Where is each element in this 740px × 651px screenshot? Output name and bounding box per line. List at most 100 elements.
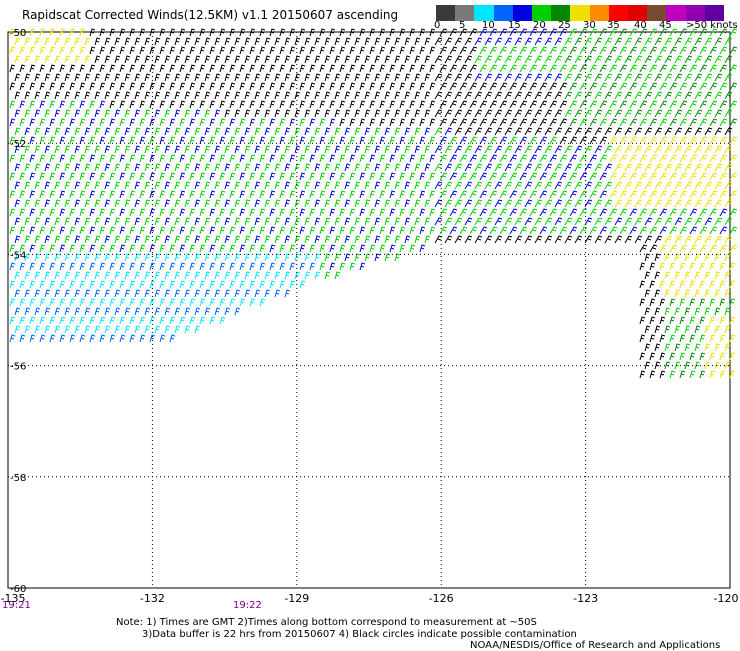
wind-barb [99,100,106,109]
wind-barb [124,199,131,208]
wind-barb [294,217,301,226]
wind-barb [304,73,311,82]
wind-barb [144,217,151,226]
wind-barb [74,109,81,118]
wind-barb [529,208,538,217]
wind-barb [229,46,236,55]
wind-barb [369,64,376,73]
wind-barb [369,190,376,199]
wind-barb [259,280,266,289]
wind-barb [479,118,488,127]
wind-barb [424,181,431,190]
wind-barb [589,100,598,109]
wind-barb [679,172,688,181]
wind-barb [644,289,651,298]
wind-barb [299,280,306,289]
wind-barb [199,64,206,73]
wind-barb [164,325,171,334]
wind-barb [639,154,648,163]
wind-barb [374,109,381,118]
wind-barb [679,136,688,145]
wind-barb [684,361,691,370]
wind-barb [289,154,296,163]
wind-barb [44,289,51,298]
wind-barb [194,73,201,82]
wind-barb [459,64,468,73]
legend-swatch [704,5,725,21]
wind-barb [229,208,236,217]
wind-barb [729,172,738,181]
wind-barb [644,73,653,82]
wind-barb [199,136,206,145]
wind-barb [669,226,678,235]
wind-barb [424,145,431,154]
wind-barb [379,82,386,91]
wind-barb [99,28,106,37]
wind-barb [319,190,326,199]
wind-barb [324,199,331,208]
wind-barb [34,127,41,136]
wind-barb [554,127,563,136]
wind-barb [164,181,171,190]
wind-barb [289,226,296,235]
wind-barb [419,46,426,55]
wind-barb [529,172,538,181]
wind-barb [119,334,126,343]
wind-barb [349,154,356,163]
wind-barb [489,154,498,163]
wind-barb [674,325,681,334]
wind-barb [384,163,391,172]
wind-barb [179,244,186,253]
wind-barb [664,307,671,316]
wind-barb [164,199,171,208]
wind-barb [474,73,483,82]
wind-barb [59,136,66,145]
wind-barb [204,163,211,172]
wind-barb [94,145,101,154]
wind-barb [44,325,51,334]
wind-barb [659,334,666,343]
wind-barb [449,208,458,217]
wind-barb [634,163,643,172]
wind-barb [94,217,101,226]
wind-barb [244,37,251,46]
wind-barb [39,208,46,217]
wind-barb [194,145,201,154]
wind-barb [329,118,336,127]
wind-barb [94,253,101,262]
wind-barb [69,262,76,271]
wind-barb [409,208,416,217]
wind-barb [14,73,21,82]
wind-barb [544,163,553,172]
wind-barb [714,181,723,190]
wind-barb [369,172,376,181]
wind-barb [454,235,463,244]
wind-barb [254,127,261,136]
wind-barb [84,235,91,244]
wind-barb [429,208,436,217]
wind-barb [34,109,41,118]
wind-barb [169,136,176,145]
wind-barb [164,91,171,100]
wind-barb [14,199,21,208]
wind-barb [139,280,146,289]
wind-barb [689,82,698,91]
wind-barb [569,64,578,73]
wind-barb [679,298,686,307]
wind-barb [719,352,726,361]
wind-barb [19,262,26,271]
wind-barb [724,307,731,316]
wind-barb [349,262,356,271]
wind-barb [204,199,211,208]
wind-barb [9,28,16,37]
wind-barb [714,109,723,118]
wind-barb [374,91,381,100]
wind-barb [694,271,701,280]
legend-swatch [647,5,667,21]
wind-barb [304,109,311,118]
legend-label: >50 knots [686,20,738,31]
wind-barb [714,73,723,82]
wind-barb [714,325,721,334]
wind-barb [644,55,653,64]
wind-barb [44,127,51,136]
